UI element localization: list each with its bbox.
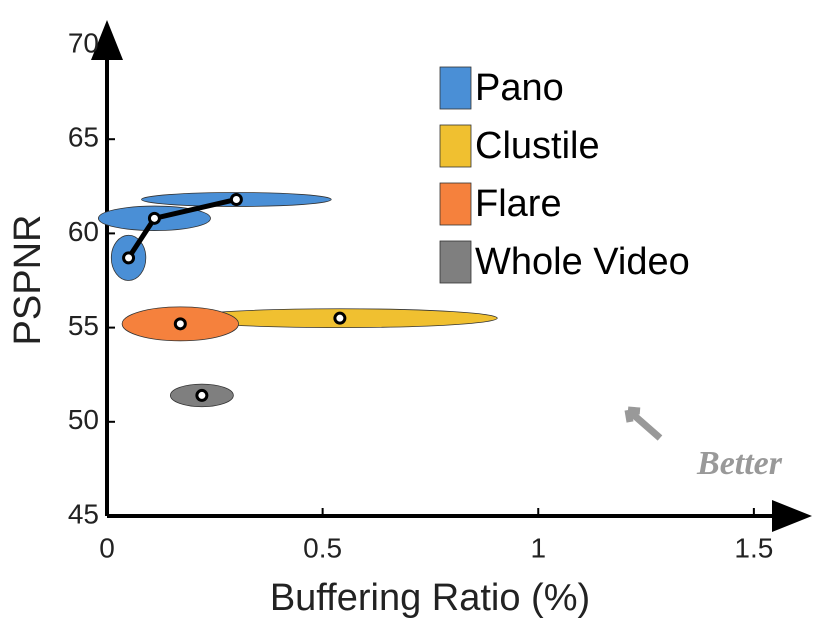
legend-swatch [439, 240, 472, 284]
y-tick-label: 50 [68, 404, 99, 435]
legend-label: Pano [475, 67, 564, 109]
y-axis-label: PSPNR [7, 215, 49, 346]
x-tick-label: 1 [530, 532, 546, 563]
point [333, 311, 347, 325]
y-tick-label: 60 [68, 216, 99, 247]
x-tick-label: 0 [99, 532, 115, 563]
legend-label: Whole Video [475, 241, 690, 283]
point [147, 211, 161, 225]
point [122, 251, 136, 265]
legend-label: Flare [475, 183, 562, 225]
y-tick-label: 45 [68, 498, 99, 529]
better-arrow [624, 406, 663, 441]
x-tick-label: 1.5 [734, 532, 773, 563]
legend-swatch [439, 182, 472, 226]
x-tick-label: 0.5 [303, 532, 342, 563]
legend-label: Clustile [475, 125, 600, 167]
point [229, 192, 243, 206]
legend-swatch [439, 66, 472, 110]
legend-swatch [439, 124, 472, 168]
y-tick-label: 55 [68, 310, 99, 341]
x-axis-label: Buffering Ratio (%) [270, 577, 590, 619]
annotation: Better [696, 445, 783, 482]
point [173, 317, 187, 331]
point [195, 388, 209, 402]
y-tick-label: 70 [68, 27, 99, 58]
y-tick-label: 65 [68, 122, 99, 153]
